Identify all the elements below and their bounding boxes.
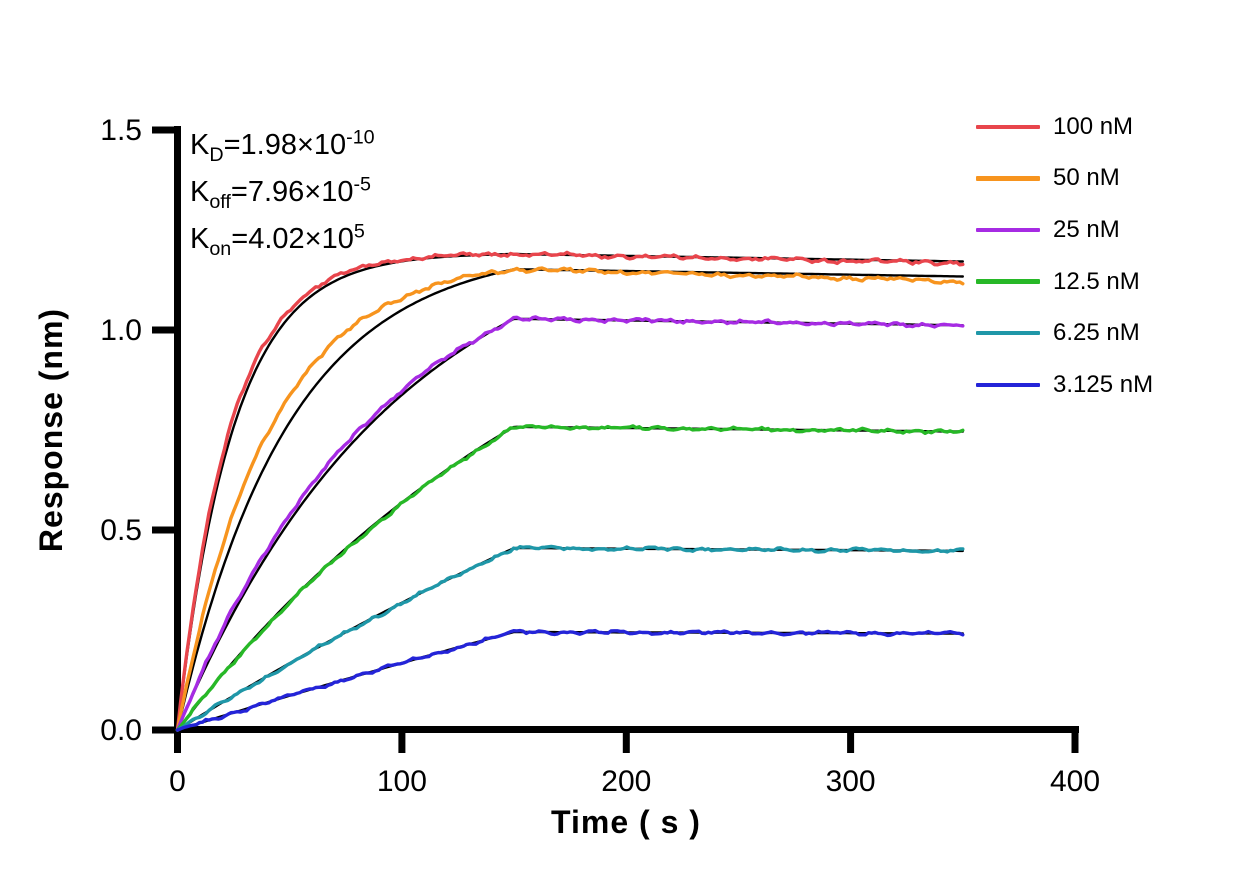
legend-item-25nM: 25 nM: [976, 204, 1153, 256]
data-curves: [175, 250, 965, 732]
x-tick-label: 200: [601, 765, 651, 798]
y-tick-label: 1.5: [100, 114, 142, 147]
legend-label: 12.5 nM: [1053, 267, 1140, 295]
x-axis-title: Time ( s ): [551, 804, 701, 840]
y-tick: [152, 726, 174, 734]
y-tick-labels: 0.0 0.5 1.0 1.5: [100, 114, 142, 747]
legend-label: 6.25 nM: [1053, 319, 1140, 347]
x-tick: [622, 733, 630, 753]
y-tick: [152, 326, 174, 334]
y-axis-line: [174, 126, 181, 733]
legend-line-swatch: [976, 176, 1040, 181]
legend-item-6.25nM: 6.25 nM: [976, 307, 1153, 359]
y-tick: [152, 126, 174, 134]
y-tick-label: 1.0: [100, 314, 142, 347]
x-tick: [847, 733, 855, 753]
legend-item-12.5nM: 12.5 nM: [976, 256, 1153, 308]
legend-line-swatch: [976, 382, 1040, 388]
x-tick: [1071, 733, 1079, 753]
x-axis-ticks: [174, 733, 1079, 753]
x-tick-labels: 0 100 200 300 400: [169, 765, 1100, 798]
legend-line-swatch: [976, 124, 1040, 130]
legend-label: 50 nM: [1053, 164, 1120, 192]
kon-value: Kon=4.02×105: [190, 220, 365, 260]
y-tick-label: 0.5: [100, 514, 142, 547]
y-axis-title: Response (nm): [33, 308, 69, 552]
legend-line-swatch: [976, 330, 1040, 336]
y-axis-ticks: [152, 126, 174, 734]
x-tick: [398, 733, 406, 753]
legend-label: 25 nM: [1053, 215, 1120, 243]
x-tick-label: 300: [826, 765, 876, 798]
kinetics-annotation: KD=1.98×10-10 Koff=7.96×10-5 Kon=4.02×10…: [190, 122, 375, 263]
legend-item-50nM: 50 nM: [976, 153, 1153, 205]
legend-line-swatch: [976, 279, 1040, 284]
legend-item-3.125nM: 3.125 nM: [976, 359, 1153, 411]
x-tick-label: 100: [377, 765, 427, 798]
legend: 100 nM 50 nM 25 nM 12.5 nM 6.25 nM 3.125…: [976, 101, 1153, 411]
koff-value: Koff=7.96×10-5: [190, 173, 372, 213]
x-tick-label: 0: [169, 765, 186, 798]
x-tick-label: 400: [1050, 765, 1100, 798]
legend-item-100nM: 100 nM: [976, 101, 1153, 153]
legend-line-swatch: [976, 227, 1040, 233]
kd-value: KD=1.98×10-10: [190, 126, 375, 166]
y-tick: [152, 526, 174, 534]
x-tick: [174, 733, 181, 753]
y-tick-label: 0.0: [100, 714, 142, 747]
legend-label: 100 nM: [1053, 112, 1134, 140]
legend-label: 3.125 nM: [1053, 370, 1154, 398]
x-axis-line: [174, 726, 1079, 733]
